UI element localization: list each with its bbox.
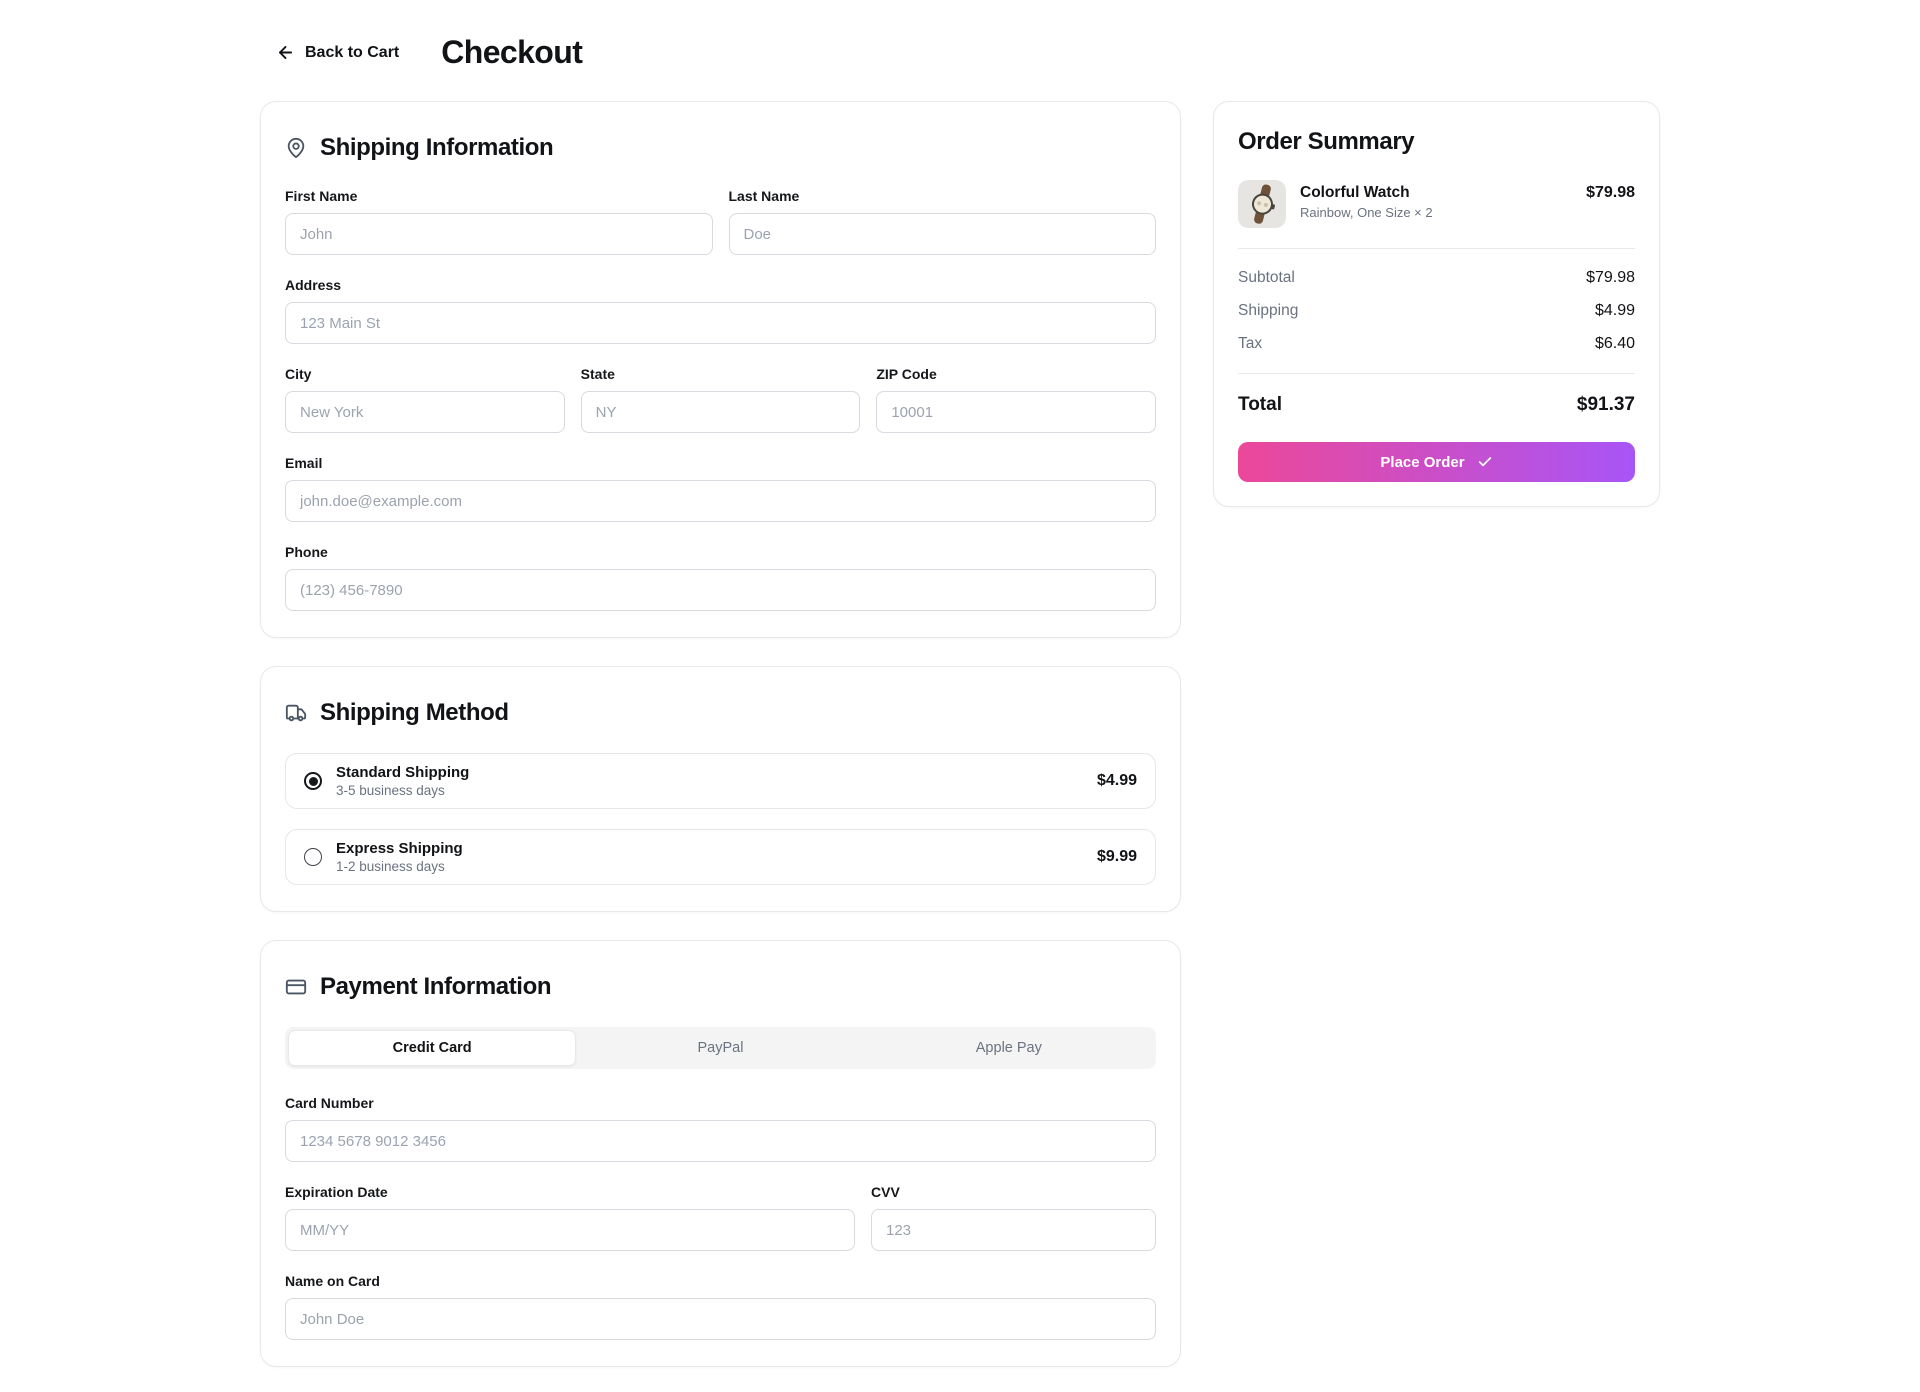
total-label: Total [1238, 394, 1282, 415]
last-name-label: Last Name [728, 188, 800, 204]
summary-divider [1238, 248, 1635, 249]
expiration-date-field[interactable] [285, 1209, 855, 1251]
order-item-row: Colorful Watch Rainbow, One Size × 2 $79… [1238, 180, 1635, 228]
shipping-method-card: Shipping Method Standard Shipping 3-5 bu… [260, 666, 1181, 912]
expiration-date-label: Expiration Date [285, 1184, 388, 1200]
shipping-option-standard[interactable]: Standard Shipping 3-5 business days $4.9… [285, 753, 1156, 809]
shipping-information-title: Shipping Information [320, 134, 554, 161]
zip-code-group: ZIP Code [876, 366, 1156, 433]
last-name-field[interactable] [728, 213, 1156, 255]
name-on-card-field[interactable] [285, 1298, 1156, 1340]
expiration-date-group: Expiration Date [285, 1184, 855, 1251]
state-group: State [580, 366, 861, 433]
subtotal-row: Subtotal $79.98 [1238, 269, 1635, 287]
cvv-group: CVV [871, 1184, 1156, 1251]
email-group: Email [285, 455, 1156, 522]
city-field[interactable] [285, 391, 565, 433]
total-value: $91.37 [1576, 394, 1635, 415]
email-field[interactable] [285, 480, 1156, 522]
subtotal-value: $79.98 [1586, 269, 1635, 286]
checkout-page: Back to Cart Checkout Shipping Informati… [260, 0, 1660, 1367]
total-row: Total $91.37 [1238, 394, 1635, 416]
shipping-label: Shipping [1238, 302, 1299, 319]
tab-credit-card[interactable]: Credit Card [288, 1030, 577, 1066]
credit-card-icon [285, 976, 307, 998]
order-summary-title: Order Summary [1238, 128, 1415, 155]
shipping-option-price: $9.99 [1096, 848, 1137, 865]
place-order-button[interactable]: Place Order [1238, 442, 1635, 482]
shipping-value: $4.99 [1594, 302, 1635, 319]
city-label: City [285, 366, 312, 382]
tax-label: Tax [1238, 335, 1263, 352]
card-number-group: Card Number [285, 1095, 1156, 1162]
order-item-variant: Rainbow, One Size × 2 [1300, 205, 1433, 220]
last-name-group: Last Name [728, 188, 1156, 255]
summary-divider [1238, 373, 1635, 374]
tax-row: Tax $6.40 [1238, 335, 1635, 353]
card-number-label: Card Number [285, 1095, 374, 1111]
tax-value: $6.40 [1594, 335, 1635, 352]
payment-information-title: Payment Information [320, 973, 552, 1000]
name-on-card-label: Name on Card [285, 1273, 380, 1289]
state-field[interactable] [580, 391, 861, 433]
shipping-option-duration: 3-5 business days [336, 783, 445, 798]
shipping-method-header: Shipping Method [285, 699, 1156, 727]
cvv-label: CVV [871, 1184, 900, 1200]
arrow-left-icon [276, 43, 295, 62]
cvv-field[interactable] [871, 1209, 1156, 1251]
first-name-field[interactable] [285, 213, 713, 255]
payment-information-card: Payment Information Credit Card PayPal A… [260, 940, 1181, 1367]
email-label: Email [285, 455, 323, 471]
address-group: Address [285, 277, 1156, 344]
product-image-colorful-watch [1238, 180, 1286, 228]
back-to-cart-label: Back to Cart [305, 43, 400, 61]
shipping-option-name: Express Shipping [336, 840, 463, 857]
phone-field[interactable] [285, 569, 1156, 611]
phone-group: Phone [285, 544, 1156, 611]
shipping-method-title: Shipping Method [320, 699, 509, 726]
zip-code-label: ZIP Code [876, 366, 937, 382]
tab-apple-pay[interactable]: Apple Pay [865, 1030, 1153, 1066]
subtotal-label: Subtotal [1238, 269, 1295, 286]
shipping-option-express[interactable]: Express Shipping 1-2 business days $9.99 [285, 829, 1156, 885]
first-name-label: First Name [285, 188, 358, 204]
shipping-option-duration: 1-2 business days [336, 859, 445, 874]
state-label: State [580, 366, 615, 382]
order-item-name: Colorful Watch [1300, 184, 1410, 201]
tab-paypal[interactable]: PayPal [576, 1030, 864, 1066]
order-summary-card: Order Summary [1213, 101, 1660, 507]
address-field[interactable] [285, 302, 1156, 344]
check-icon [1477, 454, 1493, 470]
back-to-cart-button[interactable]: Back to Cart [276, 43, 399, 62]
first-name-group: First Name [285, 188, 713, 255]
page-header: Back to Cart Checkout [260, 34, 1660, 71]
shipping-row: Shipping $4.99 [1238, 302, 1635, 320]
radio-express-shipping[interactable] [304, 848, 322, 866]
radio-standard-shipping[interactable] [304, 772, 322, 790]
payment-method-tabs: Credit Card PayPal Apple Pay [285, 1027, 1156, 1069]
map-pin-icon [285, 137, 307, 159]
zip-code-field[interactable] [876, 391, 1156, 433]
order-item-price: $79.98 [1586, 184, 1635, 201]
shipping-option-price: $4.99 [1096, 772, 1137, 789]
page-title: Checkout [441, 34, 583, 70]
shipping-option-name: Standard Shipping [336, 764, 470, 781]
shipping-information-header: Shipping Information [285, 134, 1156, 162]
card-number-field[interactable] [285, 1120, 1156, 1162]
payment-information-header: Payment Information [285, 973, 1156, 1001]
city-group: City [285, 366, 565, 433]
truck-icon [285, 702, 307, 724]
phone-label: Phone [285, 544, 328, 560]
place-order-label: Place Order [1380, 453, 1465, 471]
name-on-card-group: Name on Card [285, 1273, 1156, 1340]
address-label: Address [285, 277, 342, 293]
shipping-information-card: Shipping Information First Name Last Nam… [260, 101, 1181, 638]
